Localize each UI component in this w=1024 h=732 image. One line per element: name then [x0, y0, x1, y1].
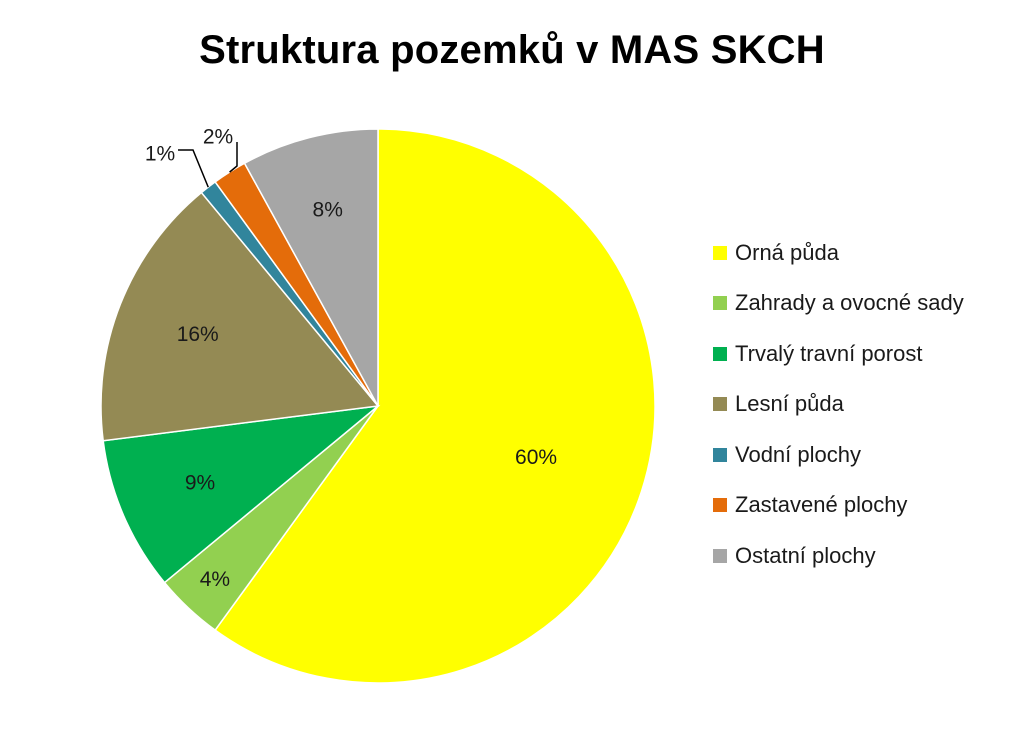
leader-line-vodni-plochy: [178, 149, 209, 188]
legend-label: Vodní plochy: [735, 441, 861, 467]
legend-label: Zastavené plochy: [735, 492, 908, 518]
slice-ostatni-plochy: [243, 128, 379, 407]
legend-swatch: [713, 296, 727, 311]
leader-line-zastavene-plochy: [229, 142, 238, 173]
legend-item-trvaly-travni-porost: Trvalý travní porost: [713, 341, 964, 366]
slice-label-ostatni-plochy: 8%: [313, 199, 343, 222]
slice-label-lesni-puda: 16%: [177, 323, 219, 346]
legend-item-ostatni-plochy: Ostatní plochy: [713, 543, 964, 569]
slice-label-zahrady-a-ovocne-sady: 4%: [200, 568, 230, 591]
legend-item-lesni-puda: Lesní půda: [713, 391, 964, 417]
slice-trvaly-travni-porost: [102, 404, 381, 584]
slice-label-orna-puda: 60%: [515, 446, 557, 469]
legend-swatch: [713, 245, 727, 260]
legend-swatch: [713, 498, 727, 513]
slice-label-trvaly-travni-porost: 9%: [185, 472, 215, 495]
legend-swatch: [713, 447, 727, 462]
pie-slices: [100, 128, 656, 684]
leader-lines: [178, 142, 238, 188]
legend-swatch: [713, 346, 727, 361]
slice-labels: 60% 4% 9% 16% 1% 2% 8%: [145, 126, 557, 592]
legend-label: Lesní půda: [735, 391, 844, 417]
legend-label: Zahrady a ovocné sady: [735, 290, 964, 316]
legend-item-zastavene-plochy: Zastavené plochy: [713, 492, 964, 518]
legend-item-vodni-plochy: Vodní plochy: [713, 442, 964, 467]
slice-lesni-puda: [100, 191, 380, 442]
legend: Orná půda Zahrady a ovocné sady Trvalý tra…: [713, 240, 964, 594]
legend-swatch: [713, 397, 727, 412]
legend-item-orna-puda: Orná půda: [713, 240, 964, 265]
legend-label: Orná půda: [735, 239, 839, 265]
slice-orna-puda: [214, 128, 656, 684]
legend-swatch: [713, 549, 727, 564]
slice-label-zastavene-plochy: 2%: [203, 126, 233, 149]
slice-label-vodni-plochy: 1%: [145, 143, 175, 166]
legend-label: Ostatní plochy: [735, 543, 876, 569]
legend-label: Trvalý travní porost: [735, 340, 923, 366]
chart-title: Struktura pozemků v MAS SKCH: [199, 28, 825, 72]
legend-item-zahrady-a-ovocne-sady: Zahrady a ovocné sady: [713, 290, 964, 316]
